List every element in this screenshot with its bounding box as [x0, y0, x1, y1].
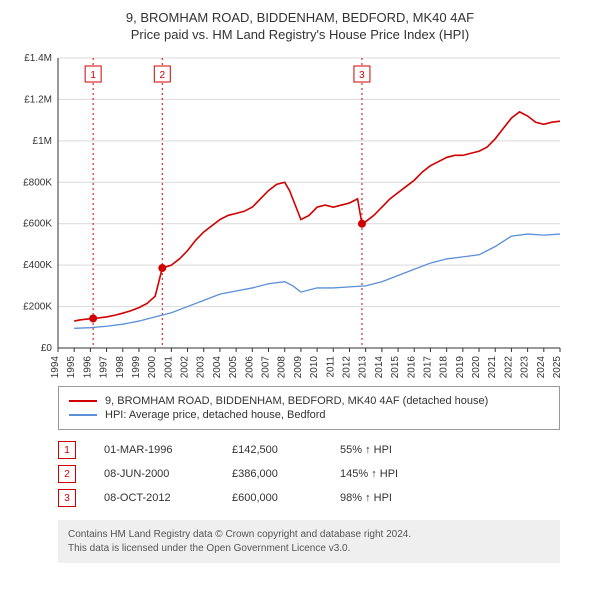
- chart-area: £0 £200K £400K £600K £800K £1M £1.2M £1.4M 1994 1…: [10, 48, 590, 378]
- svg-text:2001: 2001: [163, 356, 174, 378]
- svg-text:2019: 2019: [455, 356, 466, 378]
- svg-text:1997: 1997: [99, 356, 110, 378]
- svg-text:2010: 2010: [309, 356, 320, 378]
- svg-text:2018: 2018: [439, 356, 450, 378]
- sale-marker-number: 2: [58, 465, 76, 483]
- svg-text:£400K: £400K: [23, 260, 52, 271]
- svg-text:2025: 2025: [552, 356, 563, 378]
- legend-swatch: [69, 400, 97, 402]
- sale-hpi: 98% ↑ HPI: [340, 492, 430, 504]
- chart-subtitle: Price paid vs. HM Land Registry's House …: [10, 27, 590, 42]
- sale-marker-number: 3: [58, 489, 76, 507]
- svg-text:1995: 1995: [66, 356, 77, 378]
- svg-text:1999: 1999: [131, 356, 142, 378]
- attribution-footer: Contains HM Land Registry data © Crown c…: [58, 520, 560, 563]
- svg-text:2016: 2016: [406, 356, 417, 378]
- svg-text:1998: 1998: [115, 356, 126, 378]
- svg-text:2012: 2012: [341, 356, 352, 378]
- legend-label: 9, BROMHAM ROAD, BIDDENHAM, BEDFORD, MK4…: [105, 395, 488, 407]
- sale-date: 01-MAR-1996: [104, 444, 204, 456]
- sale-price: £600,000: [232, 492, 312, 504]
- svg-text:1996: 1996: [82, 356, 93, 378]
- svg-text:2: 2: [160, 70, 166, 81]
- sale-date: 08-JUN-2000: [104, 468, 204, 480]
- price-chart: £0 £200K £400K £600K £800K £1M £1.2M £1.4M 1994 1…: [10, 48, 590, 378]
- sale-row: 3 08-OCT-2012 £600,000 98% ↑ HPI: [58, 486, 560, 510]
- svg-text:2000: 2000: [147, 356, 158, 378]
- sale-date: 08-OCT-2012: [104, 492, 204, 504]
- svg-text:£1.2M: £1.2M: [24, 94, 52, 105]
- svg-text:2014: 2014: [374, 356, 385, 378]
- svg-text:£600K: £600K: [23, 219, 52, 230]
- legend-item: 9, BROMHAM ROAD, BIDDENHAM, BEDFORD, MK4…: [69, 395, 549, 407]
- svg-text:1: 1: [90, 70, 96, 81]
- legend-swatch: [69, 414, 97, 416]
- svg-text:2002: 2002: [180, 356, 191, 378]
- sale-row: 1 01-MAR-1996 £142,500 55% ↑ HPI: [58, 438, 560, 462]
- svg-text:2021: 2021: [487, 356, 498, 378]
- svg-text:£1.4M: £1.4M: [24, 53, 52, 64]
- svg-text:2009: 2009: [293, 356, 304, 378]
- sale-hpi: 145% ↑ HPI: [340, 468, 430, 480]
- svg-text:2022: 2022: [503, 356, 514, 378]
- sale-price: £386,000: [232, 468, 312, 480]
- chart-titles: 9, BROMHAM ROAD, BIDDENHAM, BEDFORD, MK4…: [10, 10, 590, 42]
- svg-text:2013: 2013: [358, 356, 369, 378]
- svg-text:2005: 2005: [228, 356, 239, 378]
- svg-text:2020: 2020: [471, 356, 482, 378]
- svg-text:1994: 1994: [50, 356, 61, 378]
- sale-marker-number: 1: [58, 441, 76, 459]
- svg-text:£0: £0: [41, 343, 53, 354]
- sale-row: 2 08-JUN-2000 £386,000 145% ↑ HPI: [58, 462, 560, 486]
- legend: 9, BROMHAM ROAD, BIDDENHAM, BEDFORD, MK4…: [58, 386, 560, 430]
- footer-line: Contains HM Land Registry data © Crown c…: [68, 528, 550, 542]
- sales-table: 1 01-MAR-1996 £142,500 55% ↑ HPI 2 08-JU…: [58, 438, 560, 510]
- svg-text:£800K: £800K: [23, 177, 52, 188]
- svg-text:2015: 2015: [390, 356, 401, 378]
- footer-line: This data is licensed under the Open Gov…: [68, 542, 550, 556]
- svg-text:2006: 2006: [244, 356, 255, 378]
- svg-text:2008: 2008: [277, 356, 288, 378]
- svg-text:2007: 2007: [261, 356, 272, 378]
- svg-text:2017: 2017: [422, 356, 433, 378]
- legend-item: HPI: Average price, detached house, Bedf…: [69, 409, 549, 421]
- svg-text:3: 3: [359, 70, 365, 81]
- svg-text:2003: 2003: [196, 356, 207, 378]
- svg-text:2011: 2011: [325, 356, 336, 378]
- svg-text:2023: 2023: [520, 356, 531, 378]
- legend-label: HPI: Average price, detached house, Bedf…: [105, 409, 326, 421]
- svg-text:2024: 2024: [536, 356, 547, 378]
- svg-text:£1M: £1M: [33, 136, 52, 147]
- sale-price: £142,500: [232, 444, 312, 456]
- sale-hpi: 55% ↑ HPI: [340, 444, 430, 456]
- svg-text:£200K: £200K: [23, 302, 52, 313]
- chart-title: 9, BROMHAM ROAD, BIDDENHAM, BEDFORD, MK4…: [10, 10, 590, 25]
- svg-text:2004: 2004: [212, 356, 223, 378]
